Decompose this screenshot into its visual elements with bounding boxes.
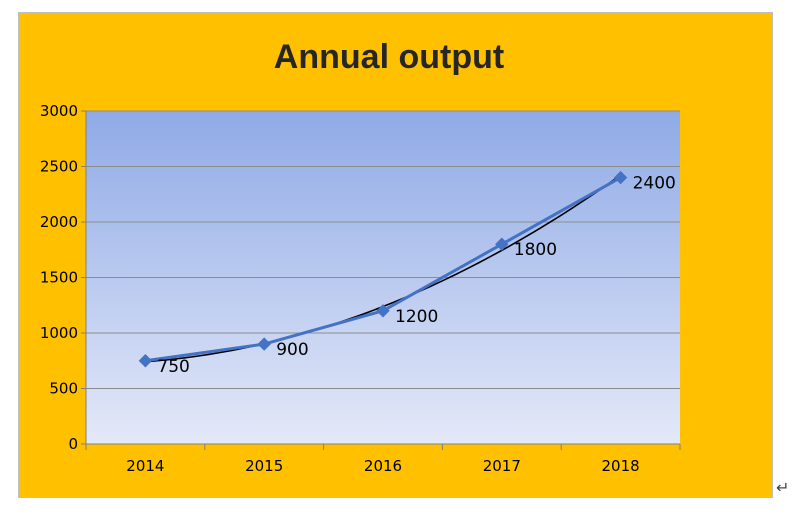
data-point-2018 [613, 170, 628, 185]
x-tick-label-2017: 2017 [483, 457, 521, 475]
data-label-2014: 750 [157, 357, 189, 377]
y-tick-label-1500: 1500 [40, 269, 78, 287]
x-tick-label-2016: 2016 [364, 457, 402, 475]
data-label-2016: 1200 [395, 307, 438, 327]
data-point-2014 [138, 354, 153, 368]
y-tick-label-2000: 2000 [40, 213, 78, 231]
y-tick-label-500: 500 [49, 380, 78, 398]
data-point-2015 [257, 337, 271, 351]
x-tick-label-2014: 2014 [126, 457, 164, 475]
x-tick-label-2018: 2018 [602, 457, 640, 475]
y-axis-ticks: 0 500 1000 1500 2000 2500 3000 [40, 102, 86, 453]
chart-frame: 0 500 1000 1500 2000 2500 3000 2014 2015 2016 201… [18, 12, 773, 498]
paragraph-mark: ↵ [776, 478, 790, 497]
series-layer [138, 170, 628, 368]
grid-lines [86, 110, 680, 389]
data-point-2016 [376, 304, 390, 318]
data-label-2018: 2400 [633, 174, 676, 194]
data-point-2017 [495, 237, 509, 251]
chart-title: Annual output [274, 38, 504, 76]
x-axis-ticks: 2014 2015 2016 2017 2018 [85, 444, 681, 475]
data-label-2015: 900 [276, 340, 308, 360]
y-tick-label-0: 0 [68, 435, 78, 453]
data-labels: 750 900 1200 1800 2400 [157, 174, 675, 377]
x-tick-label-2015: 2015 [245, 457, 283, 475]
y-tick-label-3000: 3000 [40, 102, 78, 120]
y-tick-label-1000: 1000 [40, 324, 78, 342]
y-tick-label-2500: 2500 [40, 158, 78, 176]
data-label-2017: 1800 [514, 240, 557, 260]
